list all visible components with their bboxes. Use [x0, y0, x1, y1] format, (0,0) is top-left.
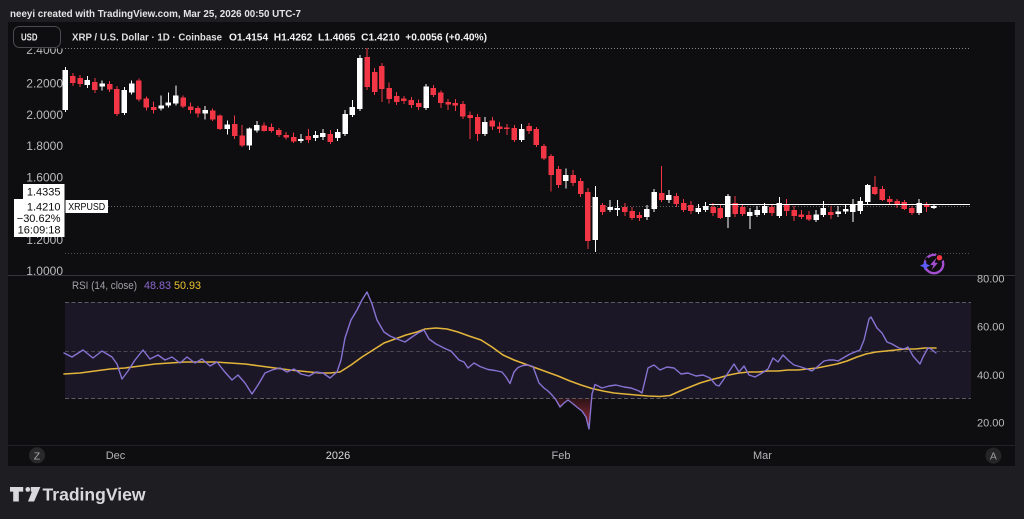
svg-text:20.00: 20.00	[977, 418, 1005, 430]
svg-text:1.8000: 1.8000	[26, 139, 63, 153]
svg-text:−30.62%: −30.62%	[17, 213, 61, 225]
svg-text:2026: 2026	[326, 450, 350, 462]
svg-text:40.00: 40.00	[977, 370, 1005, 382]
svg-text:RSI (14, close): RSI (14, close)	[72, 280, 137, 292]
svg-text:Z: Z	[34, 450, 41, 462]
svg-text:A: A	[990, 451, 997, 463]
svg-text:1.4210: 1.4210	[27, 202, 61, 214]
svg-text:1.4335: 1.4335	[27, 187, 61, 199]
svg-text:neeyi created with TradingView: neeyi created with TradingView.com, Mar …	[10, 8, 301, 20]
svg-text:Dec: Dec	[106, 450, 126, 462]
svg-text:2.2000: 2.2000	[26, 77, 63, 91]
svg-text:XRPUSD: XRPUSD	[68, 201, 105, 213]
svg-text:XRP / U.S. Dollar · 1D · Coinb: XRP / U.S. Dollar · 1D · Coinbase	[72, 32, 222, 44]
svg-text:USD: USD	[21, 32, 38, 44]
svg-text:O1.4154 H1.4262 L1.4065 C1.: O1.4154 H1.4262 L1.4065 C1.4210 +0.0056 …	[229, 32, 487, 44]
svg-text:Mar: Mar	[753, 450, 772, 462]
svg-text:50.93: 50.93	[174, 280, 201, 292]
svg-text:1.0000: 1.0000	[26, 264, 63, 278]
svg-text:Feb: Feb	[552, 450, 571, 462]
svg-text:80.00: 80.00	[977, 274, 1005, 286]
svg-text:16:09:18: 16:09:18	[18, 225, 61, 237]
svg-text:TradingView: TradingView	[43, 485, 146, 505]
svg-text:2.4000: 2.4000	[26, 43, 63, 57]
svg-text:60.00: 60.00	[977, 322, 1005, 334]
svg-text:1.6000: 1.6000	[26, 170, 63, 184]
svg-text:48.83: 48.83	[144, 280, 171, 292]
svg-text:2.0000: 2.0000	[26, 108, 63, 122]
